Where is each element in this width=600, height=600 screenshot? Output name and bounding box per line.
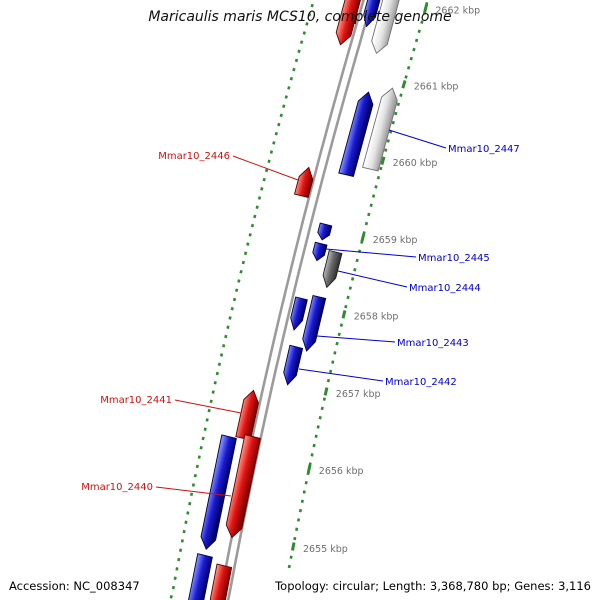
accession-text: Accession: NC_008347 [9, 579, 140, 593]
kbp-tick [401, 80, 407, 89]
gene-label[interactable]: Mmar10_2446 [158, 151, 230, 162]
ruler-label: 2656 kbp [319, 466, 364, 477]
tick-dots-left [169, 0, 316, 600]
gene-arrow-mmar10_2442[interactable] [283, 344, 304, 386]
gene-arrow[interactable] [200, 434, 237, 550]
gene-arrow-mmar10_2446[interactable] [293, 166, 314, 198]
gene-label[interactable]: Mmar10_2443 [397, 338, 469, 349]
ruler-label: 2660 kbp [393, 158, 438, 169]
genome-info-text: Topology: circular; Length: 3,368,780 bp… [275, 579, 591, 593]
gene-label-line [325, 248, 417, 258]
ruler-label: 2659 kbp [373, 235, 418, 246]
kbp-tick [360, 233, 366, 242]
gene-arrow[interactable] [209, 563, 233, 600]
gene-label-line [232, 155, 299, 181]
kbp-tick [341, 310, 347, 319]
gene-label-line [298, 368, 384, 382]
gene-label-line [316, 335, 396, 343]
gene-label[interactable]: Mmar10_2447 [448, 144, 520, 155]
gene-label[interactable]: Mmar10_2440 [81, 482, 153, 493]
kbp-tick [423, 3, 429, 13]
gene-label-line [155, 486, 232, 497]
gene-label[interactable]: Mmar10_2442 [385, 377, 457, 388]
ruler-label: 2658 kbp [354, 312, 399, 323]
gene-arrow[interactable] [317, 222, 333, 241]
gene-label[interactable]: Mmar10_2445 [418, 253, 490, 264]
gene-label[interactable]: Mmar10_2441 [100, 395, 172, 406]
gene-arrow-mmar10_2443[interactable] [302, 294, 327, 352]
gene-arrow[interactable] [335, 0, 367, 46]
ruler-label: 2655 kbp [303, 544, 348, 555]
gene-arrow-mmar10_2441[interactable] [235, 389, 259, 441]
gene-label[interactable]: Mmar10_2444 [409, 283, 481, 294]
gene-arrow-mmar10_2447[interactable] [338, 91, 374, 178]
gene-arrow[interactable] [362, 87, 398, 172]
kbp-tick [380, 156, 386, 166]
ruler-label: 2661 kbp [414, 82, 459, 93]
ruler-label: 2657 kbp [336, 389, 381, 400]
kbp-tick [323, 387, 329, 396]
kbp-tick [290, 542, 296, 551]
gene-arrow[interactable] [363, 0, 384, 28]
ruler-label: 2662 kbp [435, 6, 480, 17]
kbp-tick [306, 464, 312, 474]
gene-label-line [388, 129, 447, 149]
gene-arrow[interactable] [290, 296, 308, 331]
gene-label-line [174, 399, 242, 414]
status-bar: Accession: NC_008347 Topology: circular;… [0, 579, 600, 593]
gene-arrow[interactable] [371, 0, 406, 55]
gene-arrow[interactable] [188, 553, 213, 600]
gene-arrow-mmar10_2440[interactable] [225, 434, 261, 539]
gene-arrow-mmar10_2444[interactable] [322, 249, 343, 289]
gene-arrow-mmar10_2445[interactable] [312, 241, 328, 262]
gene-label-line [337, 270, 408, 288]
